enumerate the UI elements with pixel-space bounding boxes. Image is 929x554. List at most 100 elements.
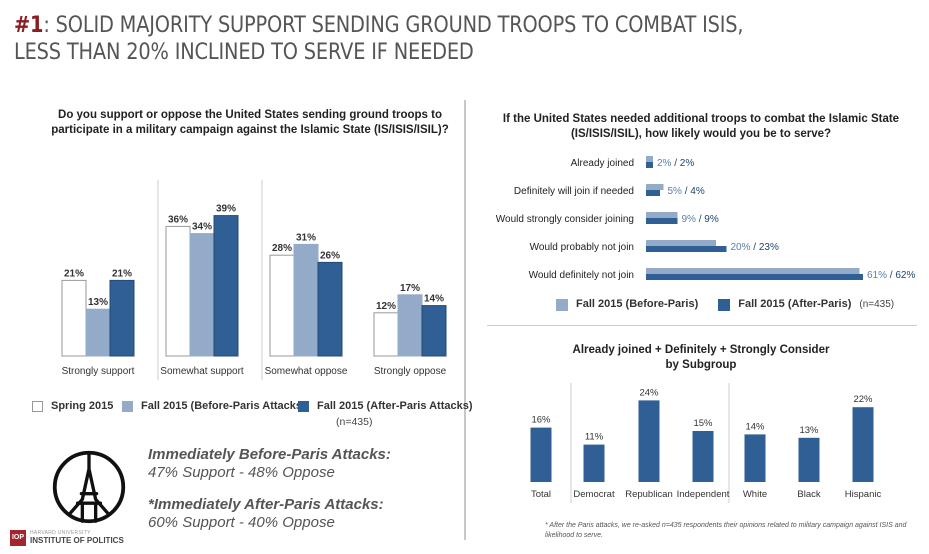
legend-label-after: Fall 2015 (After-Paris Attacks): [317, 400, 473, 412]
iop-logo: IOP HARVARD UNIVERSITY INSTITUTE OF POLI…: [10, 530, 124, 546]
iop-logo-name: INSTITUTE OF POLITICS: [30, 536, 124, 545]
category-label-total: Total: [531, 489, 551, 500]
data-label: 24%: [639, 387, 659, 398]
bar-somewhat-oppose-spring-2015: [269, 254, 295, 357]
data-label-pair: 5% / 4%: [668, 186, 705, 197]
category-label-independent: Independent: [677, 489, 730, 500]
data-label: 20%: [731, 242, 751, 253]
bar-somewhat-oppose-fall-2015-before-paris-attacks: [293, 243, 319, 357]
category-label-would-strongly-consider-joining: Would strongly consider joining: [496, 214, 634, 225]
data-label: / 23%: [751, 242, 779, 253]
data-label: 14%: [745, 421, 765, 432]
category-label-would-definitely-not-join: Would definitely not join: [529, 270, 634, 281]
data-label: / 62%: [887, 270, 915, 281]
bar-somewhat-support-fall-2015-after-paris-attacks: [213, 215, 239, 357]
bar-strongly-support-fall-2015-after-paris-attacks: [109, 279, 135, 357]
bar-strongly-oppose-spring-2015: [373, 312, 399, 357]
bar-somewhat-support-spring-2015: [165, 225, 191, 357]
subgroup-title-line-1: Already joined + Definitely + Strongly C…: [572, 344, 830, 356]
data-label: 14%: [424, 294, 444, 305]
bar-somewhat-oppose-fall-2015-after-paris-attacks: [317, 261, 343, 357]
data-label: 2%: [657, 158, 672, 169]
data-label: 21%: [64, 268, 84, 279]
iop-logo-university: HARVARD UNIVERSITY: [30, 530, 91, 536]
bar-strongly-oppose-fall-2015-after-paris-attacks: [421, 305, 447, 357]
panel-divider: [464, 100, 466, 540]
bar-somewhat-support-fall-2015-before-paris-attacks: [189, 233, 215, 357]
category-label-somewhat-oppose: Somewhat oppose: [265, 366, 348, 377]
legend-item-spring: Spring 2015: [32, 400, 113, 412]
category-label-democrat: Democrat: [573, 489, 615, 500]
peace-for-paris-icon: [52, 450, 126, 524]
data-label: 26%: [320, 250, 340, 261]
data-label: 22%: [853, 394, 873, 405]
page-title: #1: SOLID MAJORITY SUPPORT SENDING GROUN…: [14, 12, 744, 66]
bar-hispanic: [852, 407, 874, 482]
bar-definitely-will-join-if-needed-fall-2015-before-paris: [646, 184, 664, 190]
bar-democrat: [583, 444, 605, 482]
legend-swatch-before-paris: [556, 298, 568, 311]
data-label-pair: 20% / 23%: [731, 242, 779, 253]
callout-before-values: 47% Support - 48% Oppose: [148, 464, 335, 481]
legend-item-before: Fall 2015 (Before-Paris Attacks): [122, 400, 306, 412]
legend-item-after: Fall 2015 (After-Paris Attacks): [298, 400, 473, 412]
data-label: 61%: [867, 270, 887, 281]
left-sample-size: (n=435): [336, 416, 373, 428]
callout-after-heading: *Immediately After-Paris Attacks:: [148, 496, 384, 513]
callout-after-values: 60% Support - 40% Oppose: [148, 514, 335, 531]
data-label: 5%: [668, 186, 683, 197]
category-label-somewhat-support: Somewhat support: [160, 366, 244, 377]
subgroup-title-line-2: by Subgroup: [665, 359, 737, 371]
category-label-republican: Republican: [625, 489, 673, 500]
data-label: 31%: [296, 232, 316, 243]
support-oppose-chart: 21% 13% 21% Strongly support 36% 34% 39% Somewh…: [61, 180, 447, 380]
data-label: 12%: [376, 301, 396, 312]
bar-already-joined-fall-2015-after-paris: [646, 162, 653, 168]
data-label: / 2%: [671, 158, 694, 169]
data-label-pair: 9% / 9%: [682, 214, 719, 225]
legend-label-after-paris: Fall 2015 (After-Paris): [738, 298, 852, 310]
subgroup-chart: 16% Total 11% Democrat 24% Republican 15% Indep…: [530, 383, 881, 503]
legend-swatch-spring: [32, 400, 43, 412]
bar-strongly-oppose-fall-2015-before-paris-attacks: [397, 294, 423, 357]
legend-label-before: Fall 2015 (Before-Paris Attacks): [141, 400, 306, 412]
category-label-black: Black: [797, 489, 820, 500]
bar-would-definitely-not-join-fall-2015-after-paris: [646, 274, 863, 280]
bar-would-probably-not-join-fall-2015-before-paris: [646, 240, 716, 246]
callout-before-heading: Immediately Before-Paris Attacks:: [148, 446, 391, 463]
title-line-2: LESS THAN 20% INCLINED TO SERVE IF NEEDE…: [14, 39, 474, 65]
bar-black: [798, 437, 820, 482]
bar-would-definitely-not-join-fall-2015-before-paris: [646, 268, 860, 274]
callout-after: *Immediately After-Paris Attacks: 60% Su…: [148, 496, 384, 532]
category-label-white: White: [743, 489, 767, 500]
data-label: / 4%: [682, 186, 705, 197]
likelihood-to-serve-chart: Already joined 2% / 2% Definitely will joi…: [496, 156, 915, 281]
category-label-already-joined: Already joined: [571, 158, 634, 169]
data-label: / 9%: [696, 214, 719, 225]
legend-swatch-after: [298, 400, 309, 412]
data-label: 11%: [585, 432, 604, 443]
subgroup-chart-title: Already joined + Definitely + Strongly C…: [486, 343, 916, 373]
bar-republican: [638, 400, 660, 482]
bar-strongly-support-spring-2015: [61, 279, 87, 357]
data-label-pair: 2% / 2%: [657, 158, 694, 169]
bar-would-probably-not-join-fall-2015-after-paris: [646, 246, 727, 252]
bar-independent: [692, 431, 714, 482]
bar-total: [530, 427, 552, 482]
title-line-1: : SOLID MAJORITY SUPPORT SENDING GROUND …: [43, 12, 744, 38]
data-label: 16%: [531, 415, 551, 426]
right-sample-size: (n=435): [859, 299, 895, 310]
footnote: * After the Paris attacks, we re-asked n…: [545, 522, 907, 539]
legend-swatch-before: [122, 400, 133, 412]
bar-strongly-support-fall-2015-before-paris-attacks: [85, 308, 111, 357]
data-label: 15%: [693, 418, 713, 429]
category-label-strongly-support: Strongly support: [62, 366, 135, 377]
support-question: Do you support or oppose the United Stat…: [51, 109, 449, 136]
data-label: 9%: [682, 214, 697, 225]
data-label: 36%: [168, 214, 188, 225]
legend-swatch-after-paris: [718, 298, 731, 311]
serve-question: If the United States needed additional t…: [502, 113, 900, 140]
data-label: 21%: [112, 268, 132, 279]
data-label: 34%: [192, 222, 212, 233]
category-label-strongly-oppose: Strongly oppose: [374, 366, 447, 377]
